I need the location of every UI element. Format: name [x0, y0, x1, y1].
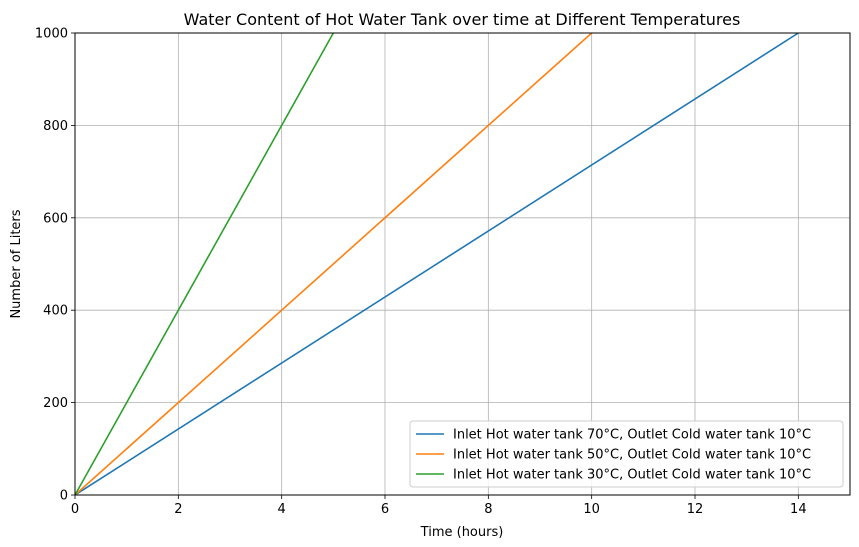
x-tick-label: 0 — [71, 502, 79, 517]
y-tick-label: 200 — [43, 396, 68, 411]
y-tick-label: 1000 — [35, 27, 68, 42]
x-axis-label: Time (hours) — [420, 525, 504, 540]
y-tick-label: 600 — [43, 211, 68, 226]
series-line-1 — [75, 33, 799, 495]
plot-frame — [74, 32, 851, 496]
series-line-3 — [75, 33, 335, 495]
y-axis-ticks: 0 200 400 600 800 1000 — [35, 27, 75, 504]
y-tick-label: 400 — [43, 304, 68, 319]
x-tick-label: 8 — [484, 502, 492, 517]
series-line-2 — [75, 33, 593, 495]
chart-title: Water Content of Hot Water Tank over tim… — [184, 10, 741, 29]
legend-label-1: Inlet Hot water tank 70°C, Outlet Cold w… — [453, 428, 811, 443]
x-tick-label: 10 — [583, 502, 600, 517]
plot-series — [75, 33, 799, 495]
x-tick-label: 14 — [790, 502, 807, 517]
x-tick-label: 4 — [278, 502, 286, 517]
legend-label-3: Inlet Hot water tank 30°C, Outlet Cold w… — [453, 468, 811, 483]
y-tick-label: 0 — [60, 489, 68, 504]
legend-label-2: Inlet Hot water tank 50°C, Outlet Cold w… — [453, 448, 811, 463]
x-axis-ticks: 0 2 4 6 8 10 12 14 — [71, 495, 807, 517]
legend-box — [409, 420, 844, 488]
x-tick-label: 6 — [381, 502, 389, 517]
x-tick-label: 2 — [174, 502, 182, 517]
y-tick-label: 800 — [43, 119, 68, 134]
y-axis-label: Number of Liters — [9, 209, 24, 318]
legend: Inlet Hot water tank 70°C, Outlet Cold w… — [409, 420, 844, 488]
x-tick-label: 12 — [687, 502, 704, 517]
